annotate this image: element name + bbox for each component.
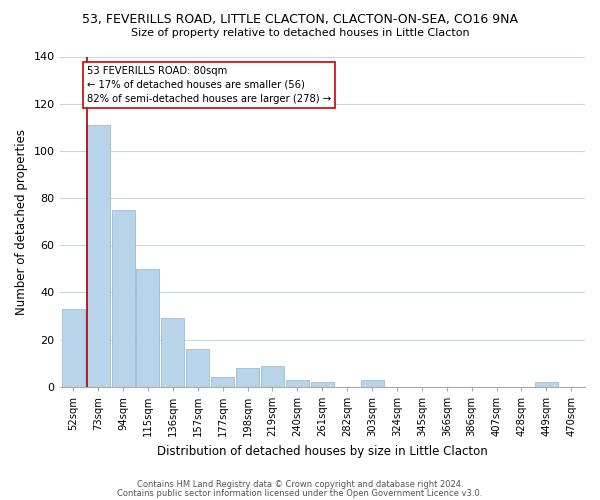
Bar: [62, 309, 85, 387]
Bar: [361, 380, 383, 387]
Bar: [286, 380, 309, 387]
Text: 53 FEVERILLS ROAD: 80sqm
← 17% of detached houses are smaller (56)
82% of semi-d: 53 FEVERILLS ROAD: 80sqm ← 17% of detach…: [87, 66, 331, 104]
Bar: [261, 366, 284, 387]
Bar: [311, 382, 334, 387]
Bar: [161, 318, 184, 387]
Bar: [236, 368, 259, 387]
Text: Contains public sector information licensed under the Open Government Licence v3: Contains public sector information licen…: [118, 489, 482, 498]
X-axis label: Distribution of detached houses by size in Little Clacton: Distribution of detached houses by size …: [157, 444, 488, 458]
Text: Contains HM Land Registry data © Crown copyright and database right 2024.: Contains HM Land Registry data © Crown c…: [137, 480, 463, 489]
Bar: [211, 378, 234, 387]
Bar: [86, 125, 110, 387]
Bar: [186, 349, 209, 387]
Bar: [535, 382, 558, 387]
Text: Size of property relative to detached houses in Little Clacton: Size of property relative to detached ho…: [131, 28, 469, 38]
Bar: [112, 210, 134, 387]
Text: 53, FEVERILLS ROAD, LITTLE CLACTON, CLACTON-ON-SEA, CO16 9NA: 53, FEVERILLS ROAD, LITTLE CLACTON, CLAC…: [82, 12, 518, 26]
Y-axis label: Number of detached properties: Number of detached properties: [15, 128, 28, 314]
Bar: [136, 269, 160, 387]
